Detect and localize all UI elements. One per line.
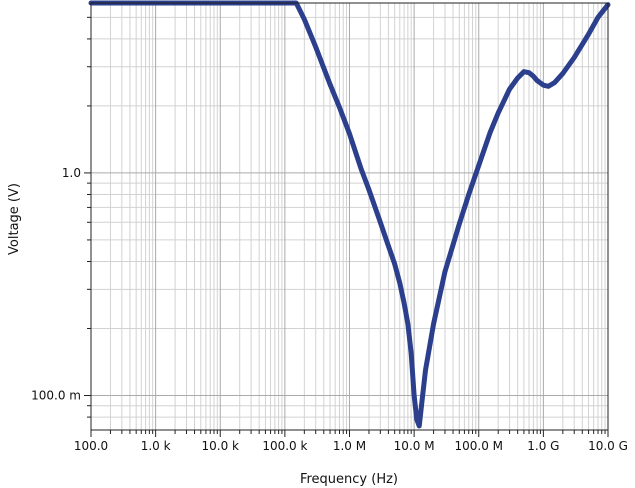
x-tick-labels: 100.0 1.0 k 10.0 k 100.0 k 1.0 M 10.0 M 100.0 … [74,439,628,453]
y-tick-labels: 100.0 m 1.0 [31,166,81,403]
y-tick-label: 1.0 [62,166,81,180]
tick-marks [84,16,609,437]
y-axis-label: Voltage (V) [7,183,22,255]
x-tick-label: 100.0 k [262,439,307,453]
x-tick-label: 1.0 k [141,439,171,453]
voltage-series-line [88,0,611,429]
x-tick-label: 10.0 G [588,439,628,453]
y-tick-label: 100.0 m [31,389,81,403]
x-axis-label: Frequency (Hz) [300,472,398,487]
x-tick-label: 10.0 M [394,439,435,453]
major-grid [90,3,609,430]
x-tick-label: 1.0 M [333,439,366,453]
series-layer [88,0,611,429]
x-tick-label: 100.0 M [454,439,503,453]
x-tick-label: 1.0 G [527,439,559,453]
x-tick-label: 10.0 k [202,439,240,453]
x-tick-label: 100.0 [74,439,108,453]
